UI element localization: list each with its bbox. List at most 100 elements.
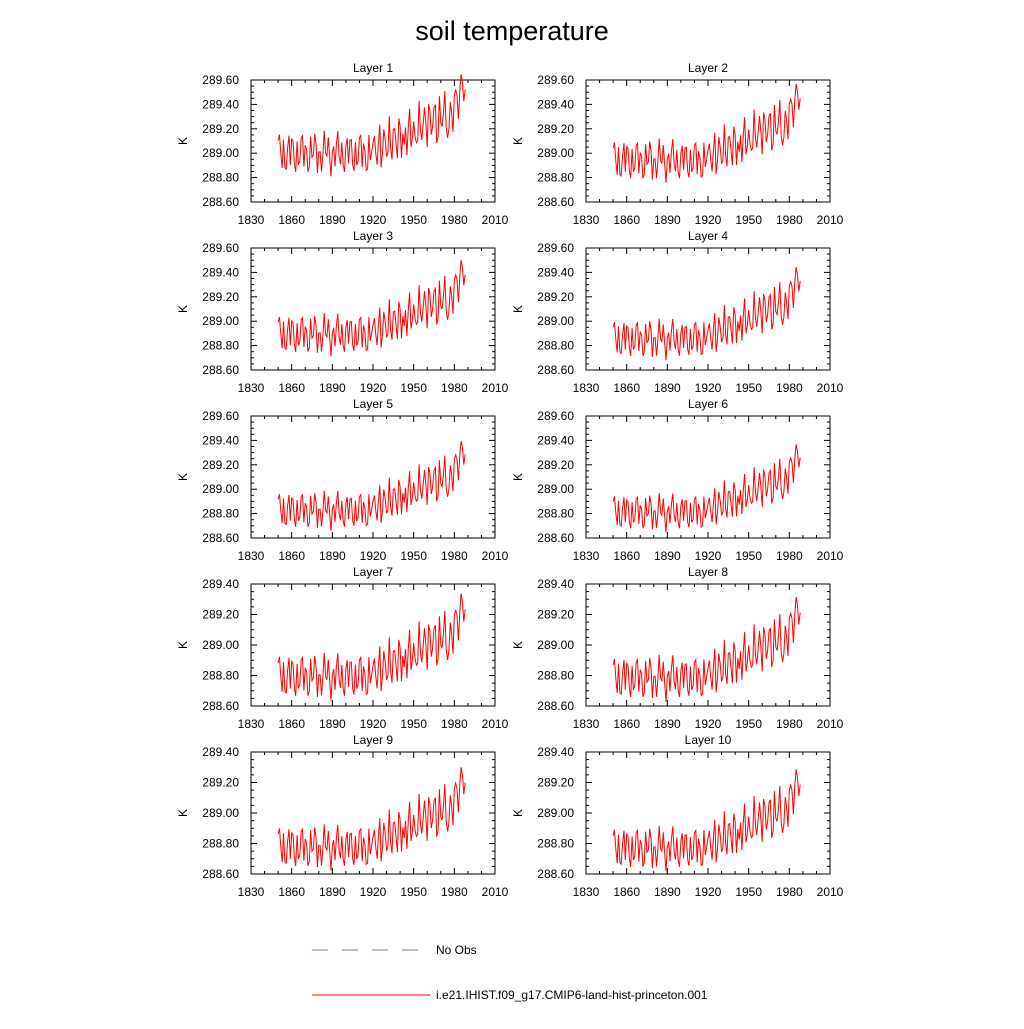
panels-grid: Layer 1 1830 1860 1890 1920 1950 1980 2010 288.6…: [176, 61, 844, 899]
y-tick-label: 288.80: [537, 837, 574, 851]
panel-layer-4: Layer 4 1830 1860 1890 1920 1950 1980 2010 288.6…: [511, 229, 844, 395]
y-axis-label: K: [511, 137, 525, 145]
y-tick-label: 289.60: [202, 73, 239, 87]
y-tick-label: 289.40: [537, 97, 574, 111]
x-tick-label: 1980: [776, 717, 803, 731]
y-tick-label: 288.80: [202, 669, 239, 683]
x-tick-label: 1980: [776, 885, 803, 899]
panel-layer-2: Layer 2 1830 1860 1890 1920 1950 1980 2010 288.6…: [511, 61, 844, 227]
x-tick-label: 1950: [400, 717, 427, 731]
y-tick-label: 289.00: [537, 146, 574, 160]
y-tick-label: 288.80: [537, 507, 574, 521]
plot-frame: [250, 247, 496, 371]
y-tick-label: 289.40: [202, 97, 239, 111]
y-tick-label: 289.40: [537, 433, 574, 447]
x-tick-label: 1950: [400, 549, 427, 563]
x-tick-label: 1980: [441, 213, 468, 227]
y-tick-label: 289.00: [537, 314, 574, 328]
plot-frame: [585, 583, 831, 707]
x-tick-label: 1920: [360, 213, 387, 227]
panel-layer-10: Layer 10 1830 1860 1890 1920 1950 1980 2010 288.…: [511, 733, 844, 899]
series-line: [277, 74, 466, 177]
series-line: [612, 769, 801, 872]
y-axis-label: K: [511, 473, 525, 481]
y-axis-label: K: [511, 809, 525, 817]
series-line: [277, 593, 466, 701]
y-tick-label: 288.60: [537, 195, 574, 209]
x-tick-label: 1950: [400, 381, 427, 395]
y-tick-label: 288.60: [537, 867, 574, 881]
y-axis-label: K: [511, 305, 525, 313]
series-line: [277, 767, 466, 871]
y-axis-label: K: [176, 473, 190, 481]
y-tick-label: 289.20: [202, 122, 239, 136]
y-tick-label: 289.20: [537, 458, 574, 472]
y-tick-label: 288.60: [202, 195, 239, 209]
panel-layer-1: Layer 1 1830 1860 1890 1920 1950 1980 2010 288.6…: [176, 61, 509, 227]
series-line: [612, 83, 801, 183]
y-tick-label: 289.20: [202, 608, 239, 622]
y-tick-label: 288.60: [537, 699, 574, 713]
x-tick-label: 2010: [817, 549, 844, 563]
x-tick-label: 1830: [238, 381, 265, 395]
panel-title: Layer 2: [688, 61, 728, 75]
y-tick-label: 289.20: [202, 776, 239, 790]
y-tick-label: 288.80: [202, 339, 239, 353]
x-tick-label: 1920: [695, 885, 722, 899]
x-tick-label: 1920: [695, 717, 722, 731]
y-tick-label: 289.00: [537, 482, 574, 496]
x-tick-label: 1860: [613, 549, 640, 563]
y-tick-label: 289.40: [202, 745, 239, 759]
x-tick-label: 1980: [441, 885, 468, 899]
x-tick-label: 1830: [238, 717, 265, 731]
plot-frame: [250, 751, 496, 875]
y-axis-label: K: [176, 137, 190, 145]
x-tick-label: 1830: [573, 717, 600, 731]
y-tick-label: 288.80: [202, 837, 239, 851]
x-tick-label: 1890: [319, 549, 346, 563]
x-tick-label: 1890: [319, 213, 346, 227]
x-tick-label: 1860: [613, 717, 640, 731]
y-tick-label: 289.40: [202, 265, 239, 279]
x-tick-label: 1920: [695, 381, 722, 395]
y-tick-label: 289.00: [202, 638, 239, 652]
panel-layer-5: Layer 5 1830 1860 1890 1920 1950 1980 2010 288.6…: [176, 397, 509, 563]
x-tick-label: 1950: [400, 213, 427, 227]
legend-no-obs-label: No Obs: [436, 943, 477, 957]
x-tick-label: 1830: [573, 885, 600, 899]
x-tick-label: 1830: [573, 213, 600, 227]
y-tick-label: 289.20: [202, 458, 239, 472]
x-tick-label: 1950: [735, 213, 762, 227]
x-tick-label: 1950: [735, 717, 762, 731]
x-tick-label: 1860: [613, 885, 640, 899]
x-tick-label: 1950: [400, 885, 427, 899]
y-axis-label: K: [176, 641, 190, 649]
y-tick-label: 289.60: [537, 73, 574, 87]
y-tick-label: 289.20: [537, 776, 574, 790]
x-tick-label: 2010: [482, 213, 509, 227]
y-tick-label: 289.00: [202, 806, 239, 820]
panel-title: Layer 4: [688, 229, 728, 243]
y-tick-label: 289.40: [202, 577, 239, 591]
x-tick-label: 2010: [482, 717, 509, 731]
x-tick-label: 1860: [613, 213, 640, 227]
panel-layer-9: Layer 9 1830 1860 1890 1920 1950 1980 2010 288.6…: [176, 733, 509, 899]
x-tick-label: 2010: [817, 213, 844, 227]
x-tick-label: 2010: [482, 381, 509, 395]
legend: No Obs i.e21.IHIST.f09_g17.CMIP6-land-hi…: [312, 943, 708, 1002]
x-tick-label: 2010: [482, 885, 509, 899]
x-tick-label: 1860: [278, 717, 305, 731]
y-tick-label: 289.40: [537, 265, 574, 279]
y-tick-label: 288.80: [537, 339, 574, 353]
y-tick-label: 289.60: [202, 241, 239, 255]
x-tick-label: 1860: [278, 381, 305, 395]
panel-layer-7: Layer 7 1830 1860 1890 1920 1950 1980 2010 288.6…: [176, 565, 509, 731]
plot-frame: [585, 79, 831, 203]
y-tick-label: 289.20: [537, 290, 574, 304]
y-tick-label: 288.60: [537, 531, 574, 545]
y-tick-label: 288.60: [202, 363, 239, 377]
series-line: [277, 440, 466, 531]
panel-title: Layer 6: [688, 397, 728, 411]
x-tick-label: 1860: [278, 885, 305, 899]
x-tick-label: 2010: [817, 717, 844, 731]
